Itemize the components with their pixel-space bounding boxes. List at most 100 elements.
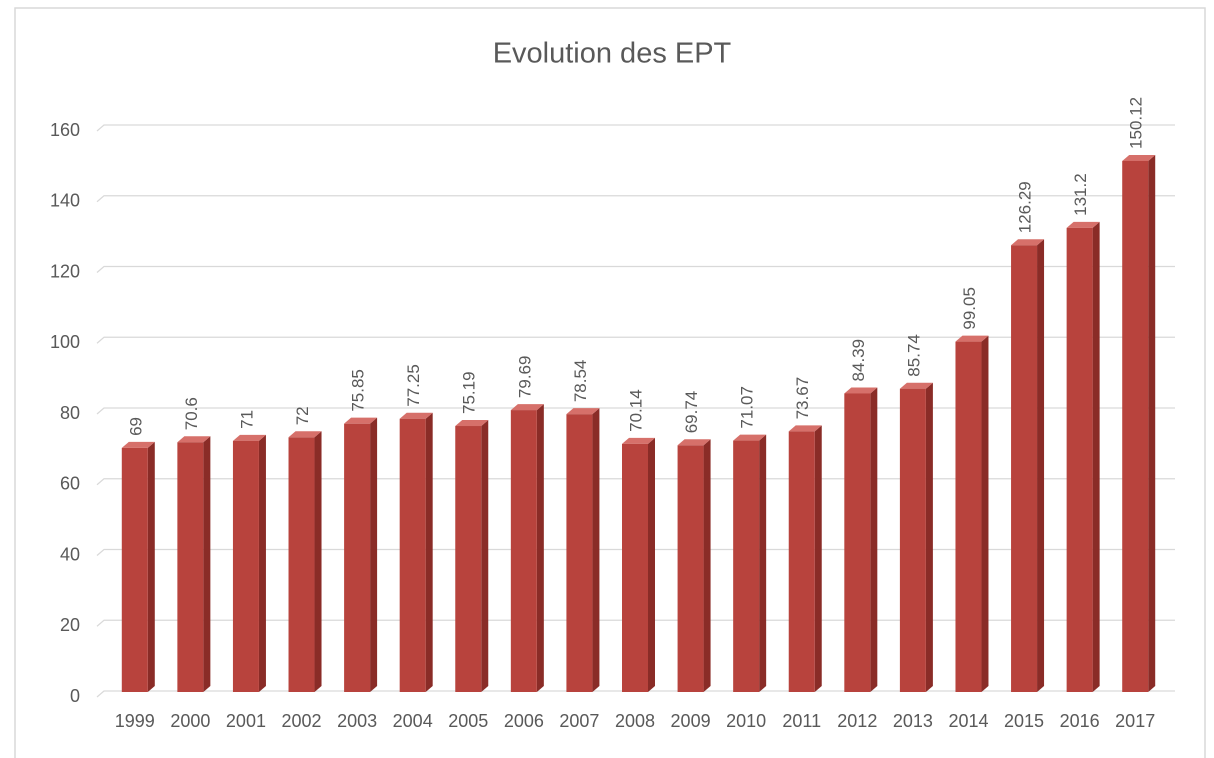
value-label: 69.74 [682, 391, 701, 434]
bar [1066, 221, 1100, 692]
bar-side [814, 425, 822, 692]
value-label: 70.14 [626, 389, 645, 432]
x-tick-label: 2013 [893, 711, 933, 731]
bar-top [733, 434, 767, 441]
bar [1011, 239, 1045, 692]
value-label: 75.19 [460, 371, 479, 414]
value-label: 131.2 [1071, 173, 1090, 216]
grid-line [96, 124, 1175, 132]
x-tick-label: 1999 [115, 711, 155, 731]
bar-top [121, 441, 155, 448]
bar-front [455, 426, 482, 692]
value-label: 85.74 [904, 334, 923, 377]
bar-top [232, 434, 266, 441]
x-tick-label: 2011 [782, 711, 821, 731]
bar [177, 436, 211, 692]
x-tick-label: 2009 [671, 711, 711, 731]
bar-top [177, 436, 211, 443]
bar-top [344, 417, 378, 424]
bar-front [733, 440, 760, 692]
bar-top [788, 425, 822, 432]
bar [1122, 154, 1156, 692]
grid-line [96, 265, 1175, 273]
x-tick-label: 2010 [726, 711, 766, 731]
grid-line [96, 336, 1175, 344]
bar [455, 420, 489, 692]
bar [344, 417, 378, 692]
bar-side [1037, 239, 1045, 692]
value-label: 72 [293, 406, 312, 425]
x-tick-label: 2005 [448, 711, 488, 731]
chart-frame [14, 7, 1206, 758]
bar [677, 439, 711, 692]
bar-top [566, 408, 600, 415]
value-label: 77.25 [404, 364, 423, 407]
bar [566, 408, 600, 692]
bar [121, 441, 155, 692]
bar-side [592, 408, 600, 692]
y-tick-label: 120 [50, 261, 80, 281]
bar [232, 434, 266, 692]
bar-top [899, 382, 933, 389]
value-label: 126.29 [1016, 181, 1035, 233]
bar [399, 412, 433, 692]
bar-top [955, 335, 989, 342]
bar-front [622, 443, 648, 692]
bar-top [844, 387, 878, 394]
value-label: 150.12 [1127, 97, 1146, 149]
bar-front [788, 431, 815, 692]
value-label: 71.07 [738, 386, 757, 429]
bar-top [399, 412, 433, 419]
value-label: 70.6 [182, 397, 201, 430]
bar-front [177, 442, 204, 692]
bar [510, 404, 544, 692]
bar-side [481, 420, 489, 692]
x-tick-label: 2012 [837, 711, 877, 731]
x-tick-label: 2004 [393, 711, 433, 731]
bar-side [870, 387, 878, 692]
bar-side [703, 439, 711, 692]
x-tick-label: 2002 [282, 711, 322, 731]
bar-side [147, 441, 155, 692]
y-tick-label: 140 [50, 191, 80, 211]
bar-top [1066, 221, 1100, 228]
bar-front [1011, 245, 1038, 692]
x-tick-label: 2001 [226, 711, 266, 731]
value-label: 69 [126, 417, 145, 436]
y-tick-label: 0 [70, 686, 80, 706]
value-label: 84.39 [849, 339, 868, 382]
bar-top [1011, 239, 1045, 246]
bar-front [677, 445, 704, 692]
value-label: 79.69 [515, 356, 534, 399]
grid-line [96, 407, 1175, 415]
bar [622, 437, 655, 692]
x-tick-label: 2015 [1004, 711, 1044, 731]
x-tick-label: 2014 [948, 711, 988, 731]
y-tick-label: 40 [60, 544, 80, 564]
bar [733, 434, 767, 692]
bar [288, 431, 322, 692]
y-tick-label: 160 [50, 120, 80, 140]
bar-side [258, 434, 266, 692]
x-tick-label: 2016 [1060, 711, 1100, 731]
bar-side [981, 335, 989, 692]
value-label: 75.85 [349, 369, 368, 412]
bar-side [1092, 221, 1100, 692]
bar-side [1148, 154, 1156, 692]
value-label: 78.54 [571, 360, 590, 403]
bar-side [203, 436, 211, 692]
bar-front [399, 418, 426, 692]
bar-top [288, 431, 322, 438]
x-tick-label: 2017 [1115, 711, 1155, 731]
bar-front [955, 341, 982, 692]
bar [955, 335, 989, 692]
x-tick-label: 2000 [170, 711, 210, 731]
bar-side [314, 431, 322, 692]
bar-top [677, 439, 711, 446]
bar-front [232, 440, 259, 692]
y-tick-label: 80 [60, 403, 80, 423]
bar-front [899, 388, 926, 692]
bar-side [425, 412, 433, 692]
bar-top [1122, 154, 1156, 161]
